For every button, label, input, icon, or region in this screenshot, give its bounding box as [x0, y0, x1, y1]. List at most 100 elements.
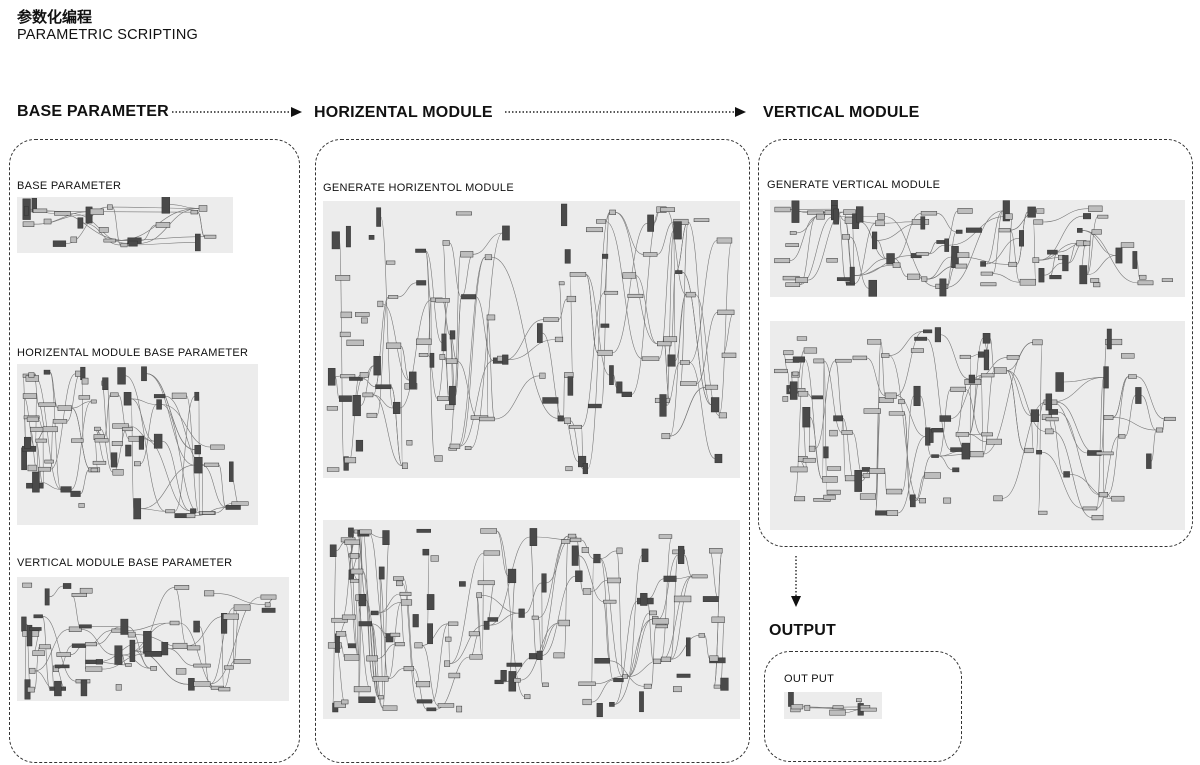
node-graph-vertical-base[interactable]	[17, 577, 289, 701]
graph-node	[114, 645, 123, 665]
wire	[102, 653, 145, 670]
graph-node	[386, 342, 402, 349]
node-graph-horizontal-base[interactable]	[17, 364, 258, 525]
graph-node	[582, 463, 588, 475]
wire	[894, 258, 908, 277]
graph-node	[528, 653, 537, 660]
graph-node	[95, 659, 103, 665]
graph-node	[506, 662, 523, 667]
graph-node	[869, 468, 886, 474]
graph-node	[915, 252, 929, 256]
graph-node	[461, 294, 477, 300]
graph-node	[89, 208, 104, 215]
graph-node	[596, 703, 603, 718]
wire	[605, 221, 643, 359]
graph-node	[62, 583, 72, 589]
wire	[687, 221, 712, 405]
wire	[894, 213, 922, 260]
node-graph-output[interactable]	[784, 692, 882, 719]
graph-node	[27, 464, 37, 472]
graph-node	[813, 358, 825, 364]
graph-node	[349, 376, 363, 381]
graph-node	[434, 455, 443, 462]
wire	[1113, 417, 1157, 431]
graph-node	[558, 619, 570, 627]
graph-node	[368, 235, 375, 240]
graph-node	[389, 632, 401, 637]
wire	[210, 596, 261, 685]
wire	[134, 650, 189, 685]
wire	[100, 428, 114, 473]
graph-node	[956, 229, 963, 234]
graph-node	[355, 439, 364, 452]
graph-node	[29, 667, 36, 674]
graph-node	[582, 588, 592, 595]
graph-node	[663, 336, 678, 343]
graph-node	[919, 498, 926, 504]
graph-node	[1004, 213, 1013, 220]
graph-node	[110, 452, 118, 468]
wire	[897, 436, 926, 514]
graph-node	[1038, 268, 1045, 283]
graph-node	[56, 652, 71, 657]
node-graph-svg	[774, 327, 1176, 521]
wire	[130, 398, 134, 509]
graph-node	[382, 530, 390, 545]
wire	[1038, 342, 1043, 514]
graph-node	[993, 495, 1003, 502]
wire	[128, 425, 155, 442]
wire	[199, 626, 212, 689]
graph-node	[373, 356, 381, 376]
graph-node	[375, 384, 392, 390]
graph-node	[959, 354, 971, 359]
node-graph-generate-vertical-bottom[interactable]	[770, 321, 1185, 530]
graph-node	[676, 673, 691, 678]
graph-node	[564, 417, 571, 424]
node-graph-generate-horizontal-bottom[interactable]	[323, 520, 740, 719]
node-graph-generate-horizontal-top[interactable]	[323, 201, 740, 478]
nodes	[326, 203, 737, 475]
wire	[496, 530, 525, 697]
graph-node	[571, 545, 579, 566]
graph-node	[359, 529, 372, 535]
graph-node	[122, 427, 133, 432]
node-graph-base-parameter[interactable]	[17, 197, 233, 253]
wire	[1096, 436, 1120, 509]
wire	[926, 338, 951, 450]
graph-node	[782, 396, 789, 402]
graph-node	[477, 580, 495, 586]
wire	[94, 440, 98, 471]
wire	[82, 222, 121, 246]
graph-node	[28, 372, 35, 378]
graph-node	[39, 644, 51, 650]
wire	[339, 240, 345, 464]
graph-node	[647, 214, 654, 232]
graph-node	[843, 209, 856, 215]
wire	[646, 599, 654, 662]
wire	[1136, 259, 1140, 278]
graph-node	[340, 311, 353, 319]
graph-node	[22, 221, 35, 227]
graph-node	[264, 602, 271, 608]
graph-node	[331, 231, 340, 250]
graph-node	[1132, 251, 1138, 269]
graph-node	[26, 624, 33, 647]
graph-node	[868, 279, 877, 297]
graph-node	[231, 501, 249, 506]
wire	[456, 256, 486, 449]
graph-node	[44, 459, 54, 464]
node-graph-generate-vertical-top[interactable]	[770, 200, 1185, 297]
graph-node	[486, 314, 496, 321]
graph-node	[174, 585, 190, 590]
graph-node	[198, 205, 208, 212]
wire	[666, 230, 674, 406]
graph-node	[931, 428, 944, 433]
graph-node	[832, 705, 844, 710]
wire	[425, 250, 442, 343]
graph-node	[344, 539, 360, 545]
wire	[421, 645, 439, 706]
wire	[1112, 376, 1129, 418]
graph-node	[613, 678, 624, 683]
graph-node	[385, 633, 394, 643]
wire	[121, 654, 126, 666]
